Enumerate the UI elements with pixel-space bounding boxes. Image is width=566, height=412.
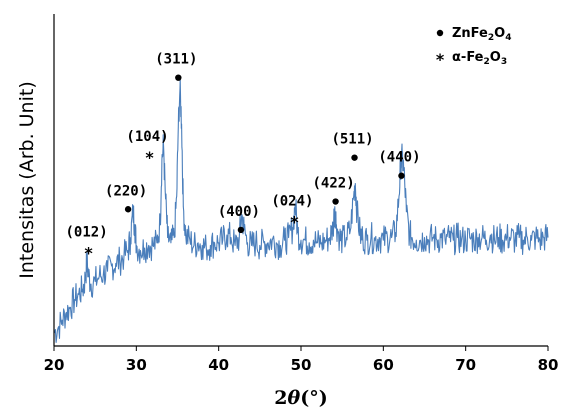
hematite-star-marker: *: [145, 148, 154, 167]
x-tick-label: 30: [126, 356, 147, 374]
peak-label: (012): [66, 225, 108, 241]
x-tick-label: 80: [538, 356, 559, 374]
x-tick-label: 50: [291, 356, 312, 374]
legend-dot-marker: [436, 29, 444, 37]
spinel-dot-marker: [398, 172, 405, 179]
plot-area: [53, 78, 549, 343]
peak-label: (400): [218, 204, 260, 220]
peak-label: (511): [331, 132, 373, 148]
legend-label: ZnFe2O4: [452, 26, 511, 43]
x-axis: 20 30 40 50 60 70 80: [44, 14, 559, 374]
x-tick-label: 20: [44, 356, 65, 374]
x-tick-label: 60: [373, 356, 394, 374]
x-axis-label: 2θ(°): [274, 387, 327, 409]
x-tick-label: 40: [208, 356, 229, 374]
spinel-dot-marker: [175, 74, 182, 81]
spinel-dot-marker: [124, 206, 132, 213]
spinel-dot-marker: [351, 154, 358, 161]
legend-label: α-Fe2O3: [452, 50, 507, 67]
peak-annotations: * (012) (220) * (104) (311) (400) * (024)(422) (5…: [66, 52, 421, 263]
hematite-star-marker: *: [84, 244, 93, 263]
x-tick-label: 70: [455, 356, 476, 374]
peak-label: (104): [126, 129, 168, 145]
legend: ZnFe2O4 * α-Fe2O3: [436, 26, 512, 69]
series-line: [53, 78, 549, 343]
peak-label: (311): [155, 52, 197, 68]
spinel-dot-marker: [332, 198, 339, 205]
y-axis-label: Intensitas (Arb. Unit): [16, 81, 38, 279]
hematite-star-marker: *: [290, 213, 299, 232]
peak-label: (220): [105, 183, 147, 199]
legend-star-marker: *: [436, 50, 445, 69]
peak-label: (422): [313, 176, 355, 192]
peak-label: (024): [271, 194, 313, 210]
peak-label: (440): [378, 150, 420, 166]
spinel-dot-marker: [237, 226, 245, 234]
